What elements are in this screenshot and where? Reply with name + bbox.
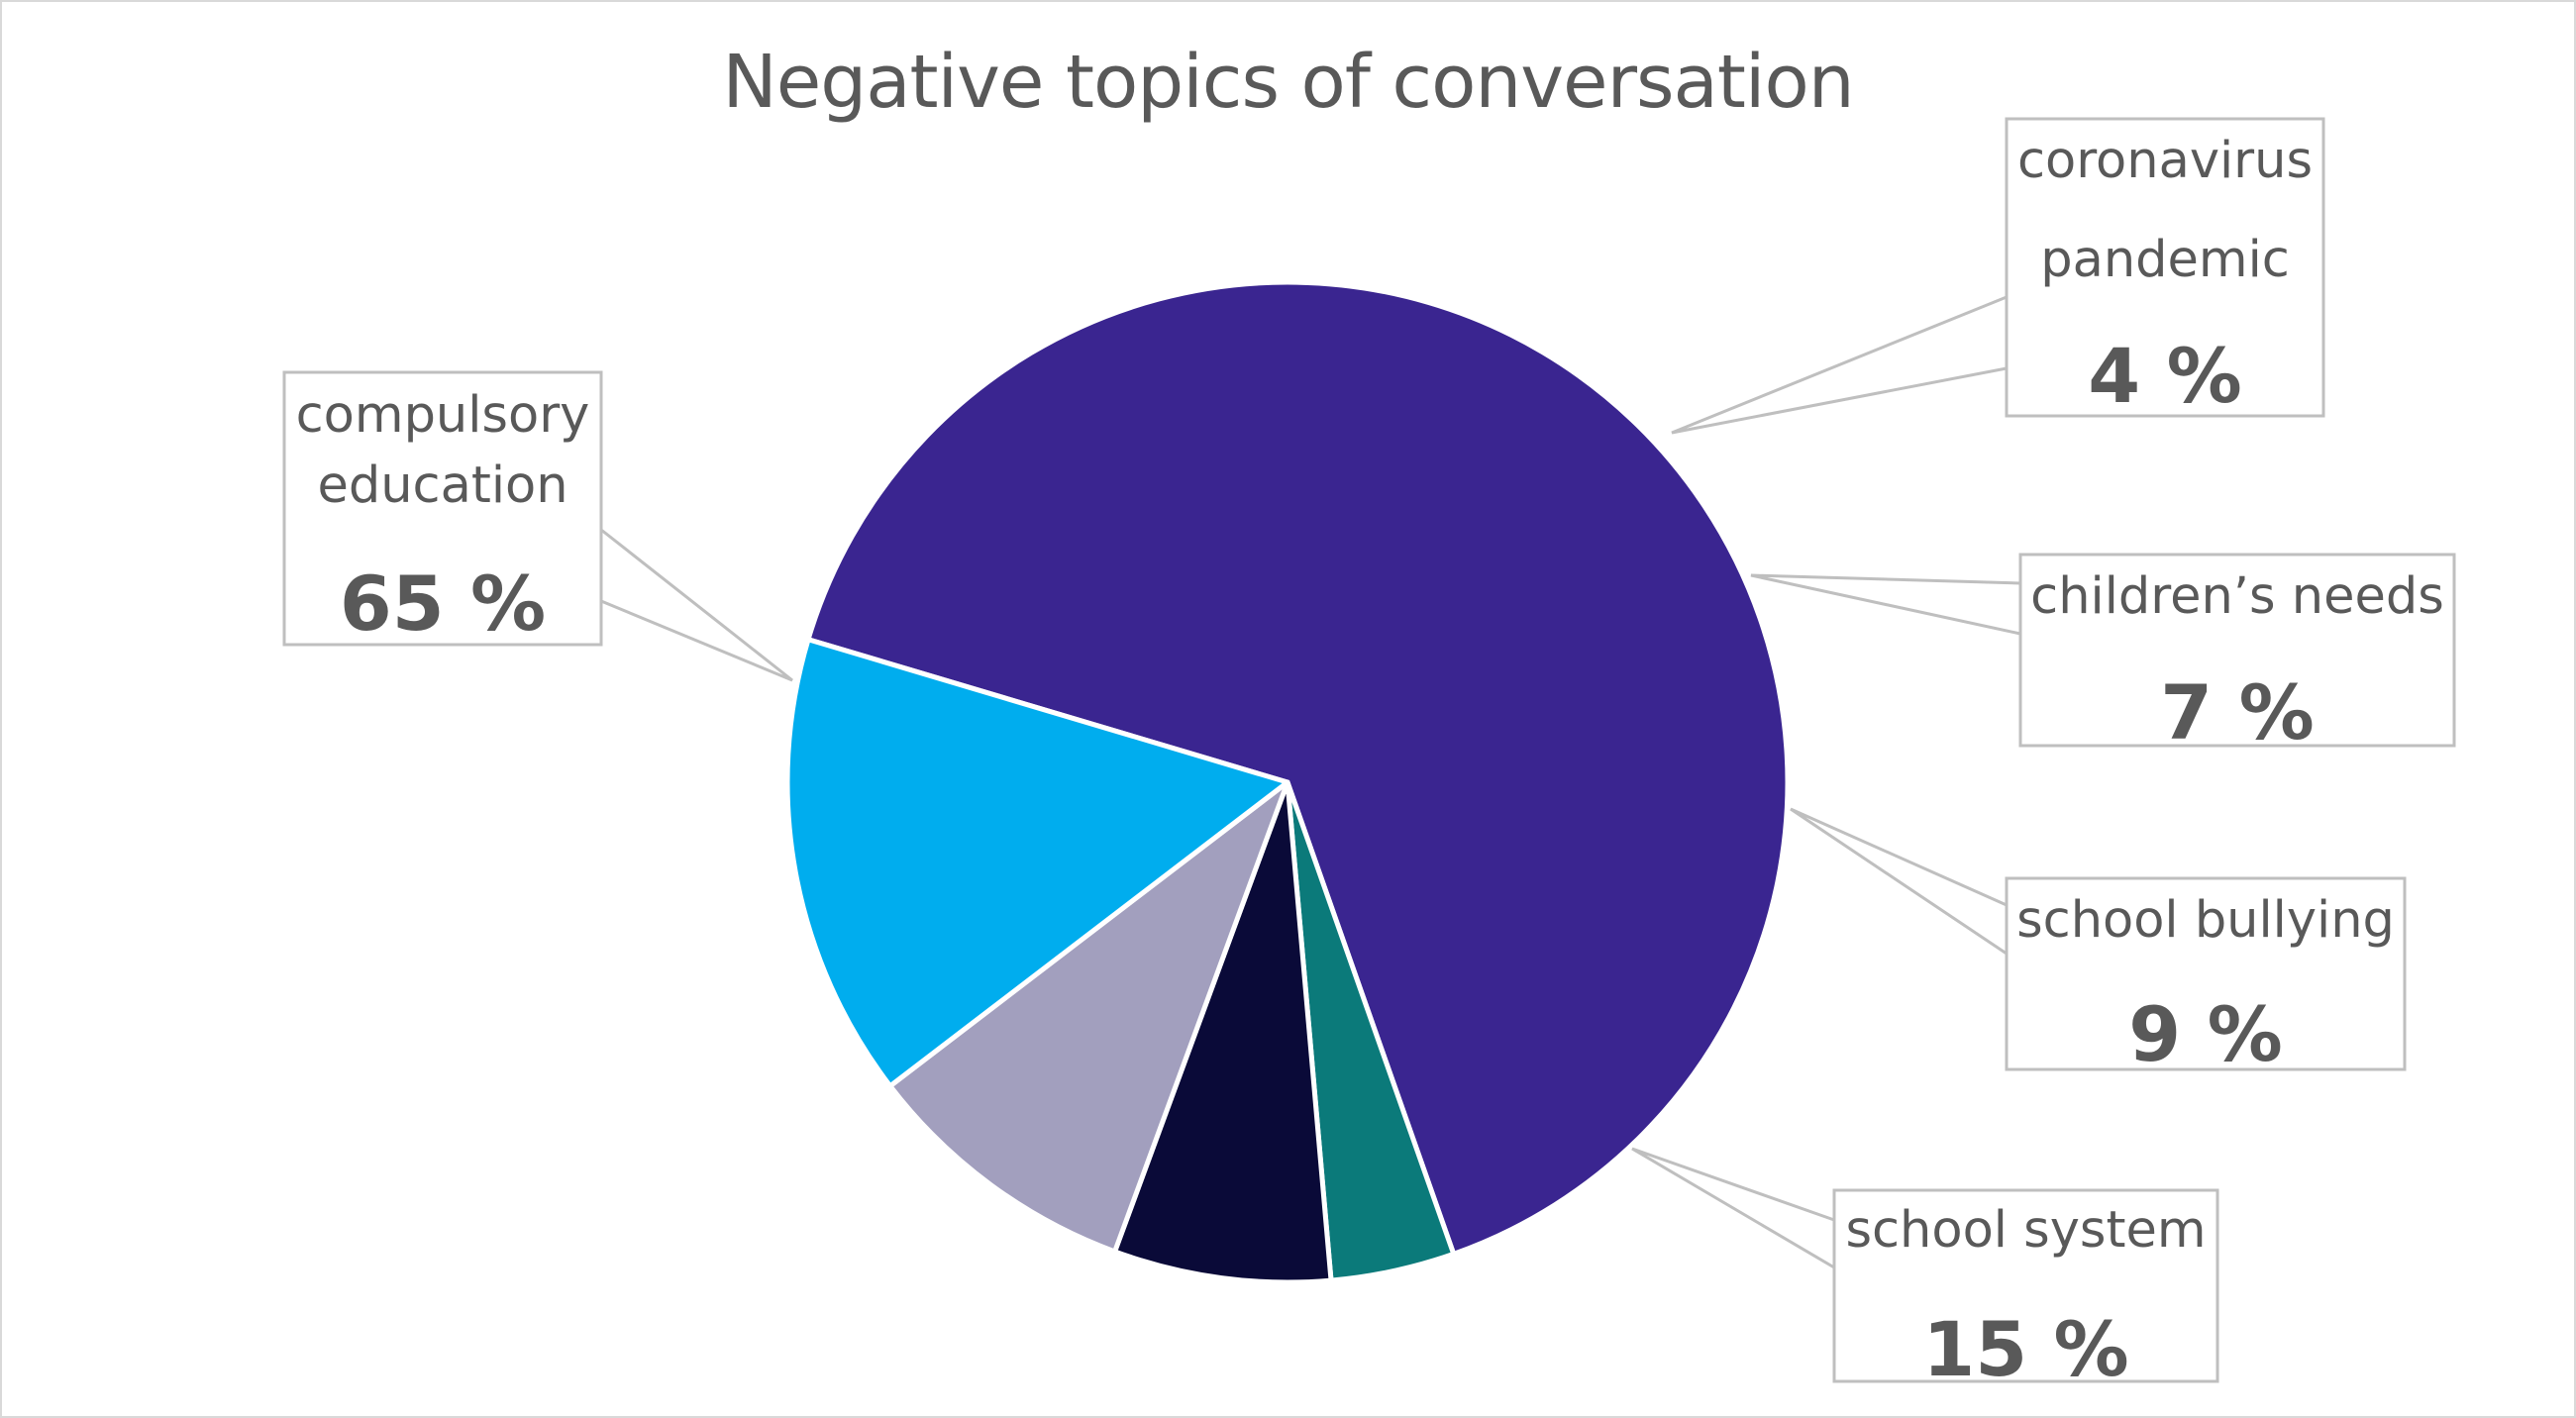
data-label-value-coronavirus-pandemic: 4 %: [2088, 332, 2242, 420]
data-label-box-children-s-needs: [2018, 553, 2456, 748]
data-label-name-compulsory-education: compulsory: [296, 386, 590, 445]
pie-slice-school-system: [784, 637, 1290, 1089]
leader-line-compulsory-education: [600, 528, 793, 682]
data-label-box-school-bullying: [2005, 876, 2407, 1071]
pie-slice-compulsory-education: [805, 279, 1791, 1257]
data-label-box-coronavirus-pandemic: [2005, 117, 2325, 418]
data-label-value-children-s-needs: 7 %: [2160, 668, 2315, 757]
leader-line-school-system: [1631, 1147, 1835, 1269]
data-label-box-compulsory-education: [282, 370, 603, 647]
leader-line-children-s-needs: [1750, 573, 2021, 636]
pie-slice-children-s-needs: [1112, 779, 1334, 1285]
data-label-box-school-system: [1832, 1188, 2219, 1383]
pie-slice-school-bullying: [887, 779, 1290, 1255]
chart-title: Negative topics of conversation: [722, 40, 1854, 125]
data-label-value-school-system: 15 %: [1922, 1305, 2128, 1393]
data-label-name-coronavirus-pandemic: coronavirus: [2017, 132, 2313, 190]
leader-line-school-bullying: [1790, 807, 2008, 956]
data-label-name-compulsory-education: education: [317, 456, 567, 515]
data-label-name-school-bullying: school bullying: [2016, 891, 2395, 950]
data-label-value-school-bullying: 9 %: [2128, 990, 2283, 1078]
data-label-name-coronavirus-pandemic: pandemic: [2040, 231, 2290, 289]
data-label-name-children-s-needs: children’s needs: [2030, 567, 2444, 626]
leader-line-coronavirus-pandemic: [1671, 295, 2008, 435]
data-label-name-school-system: school system: [1845, 1201, 2206, 1260]
data-label-value-compulsory-education: 65 %: [340, 559, 546, 648]
